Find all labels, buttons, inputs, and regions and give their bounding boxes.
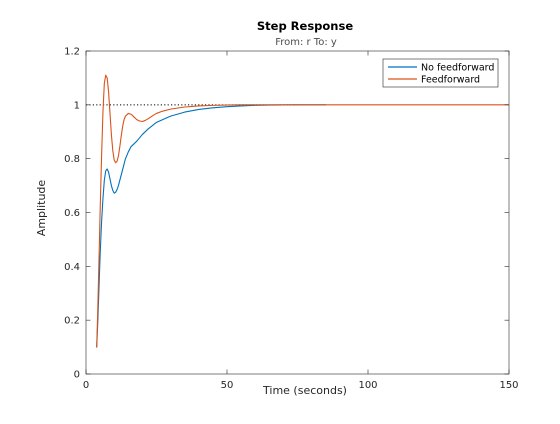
y-tick-label: 0.6 <box>64 208 80 219</box>
series-layer <box>96 74 510 348</box>
y-tick-label: 0.8 <box>64 154 80 165</box>
legend-label-no-feedforward: No feedforward <box>421 63 494 74</box>
y-tick-label: 0.4 <box>64 262 80 273</box>
y-tick-label: 1 <box>74 100 80 111</box>
y-axis-label: Amplitude <box>35 180 48 237</box>
x-axis-label: Time (seconds) <box>262 384 347 397</box>
x-tick-label: 150 <box>499 380 518 391</box>
chart-title: Step Response <box>257 19 353 33</box>
y-tick-label: 1.2 <box>64 47 80 58</box>
legend: No feedforward Feedforward <box>382 58 499 88</box>
x-tick-label: 0 <box>83 380 89 391</box>
legend-label-feedforward: Feedforward <box>421 75 480 86</box>
x-tick-label: 100 <box>358 380 377 391</box>
axes-box <box>85 50 510 375</box>
y-tick-label: 0.2 <box>64 316 80 327</box>
plot-area: 0 50 100 150 0 0.2 0.4 0.6 0.8 1 1.2 <box>64 47 518 392</box>
legend-box <box>382 58 499 88</box>
series-line-feedforward <box>96 74 510 348</box>
series-line-no-feedforward <box>96 104 327 348</box>
x-tick-label: 50 <box>221 380 234 391</box>
y-tick-label: 0 <box>74 370 80 381</box>
chart-subtitle: From: r To: y <box>275 37 337 48</box>
tick-layer: 0 50 100 150 0 0.2 0.4 0.6 0.8 1 1.2 <box>64 47 518 392</box>
